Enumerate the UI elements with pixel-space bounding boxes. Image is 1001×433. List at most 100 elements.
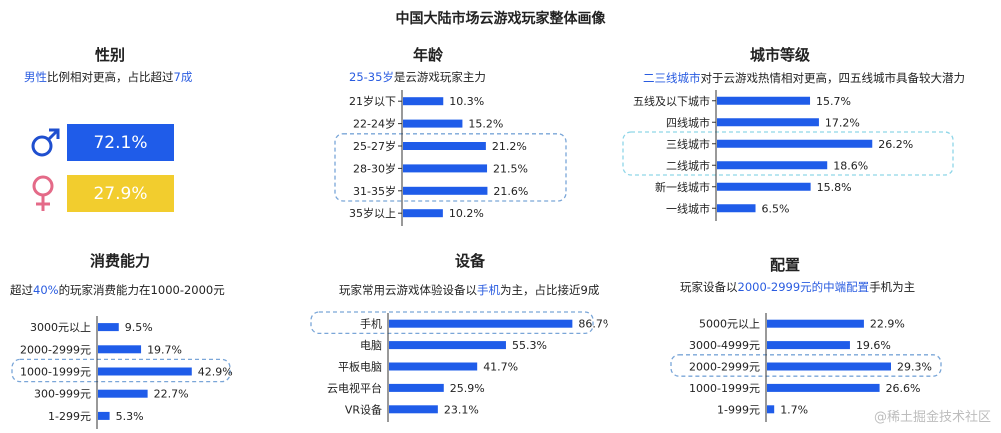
watermark: @稀土掘金技术社区 bbox=[873, 410, 991, 425]
config-title: 配置 bbox=[769, 256, 800, 274]
spending-subtitle: 超过40%的玩家消费能力在1000-2000元 bbox=[10, 283, 225, 297]
highlight-box bbox=[334, 133, 567, 202]
category-label: 一线城市 bbox=[666, 201, 710, 215]
category-label: 2000-2999元 bbox=[20, 343, 91, 356]
bar bbox=[98, 411, 110, 420]
page-title: 中国大陆市场云游戏玩家整体画像 bbox=[395, 11, 606, 27]
female-icon bbox=[32, 175, 54, 211]
bar bbox=[98, 345, 142, 354]
gender-title: 性别 bbox=[94, 46, 125, 64]
category-label: 21岁以下 bbox=[349, 94, 396, 108]
category-label: 四线城市 bbox=[666, 115, 710, 129]
highlight-box bbox=[11, 358, 231, 383]
city-bar-chart: 五线及以下城市 15.7% 四线城市 17.2% 三线城市 26.2% 二线城市 18.6% 新… bbox=[622, 90, 954, 221]
bar bbox=[767, 319, 864, 328]
city-title: 城市等级 bbox=[749, 46, 810, 64]
category-label: VR设备 bbox=[345, 402, 382, 416]
bar bbox=[403, 142, 486, 150]
category-label: 5000元以上 bbox=[699, 318, 760, 331]
bar bbox=[403, 186, 488, 195]
value-label: 15.2% bbox=[468, 118, 503, 131]
female-share-bar: 27.9% bbox=[67, 175, 174, 212]
value-label: 55.3% bbox=[512, 339, 547, 352]
category-label: 电脑 bbox=[360, 339, 382, 352]
highlight-box bbox=[670, 354, 942, 377]
category-label: 二线城市 bbox=[666, 158, 710, 172]
value-label: 25.9% bbox=[450, 382, 485, 395]
bar bbox=[403, 164, 488, 173]
config-bar-chart: 5000元以上 22.9% 3000-4999元 19.6% 2000-2999元 29.… bbox=[670, 313, 942, 422]
value-label: 17.2% bbox=[825, 116, 860, 129]
bar bbox=[717, 96, 811, 105]
device-subtitle: 玩家常用云游戏体验设备以手机为主，占比接近9成 bbox=[339, 283, 600, 297]
bar bbox=[389, 362, 478, 371]
value-label: 22.7% bbox=[154, 388, 189, 401]
category-label: 五线及以下城市 bbox=[633, 94, 710, 108]
category-label: 22-24岁 bbox=[353, 117, 396, 131]
value-label: 26.2% bbox=[878, 138, 913, 151]
male-share-bar: 72.1% bbox=[67, 124, 174, 161]
category-label: 28-30岁 bbox=[353, 161, 396, 175]
category-label: 1000-1999元 bbox=[689, 382, 760, 395]
highlight-box bbox=[310, 311, 594, 335]
category-label: 3000元以上 bbox=[30, 321, 91, 334]
value-label: 23.1% bbox=[444, 403, 479, 416]
value-label: 15.7% bbox=[816, 95, 851, 108]
bar bbox=[389, 319, 573, 328]
bar bbox=[717, 118, 819, 127]
value-label: 5.3% bbox=[116, 410, 144, 423]
city-subtitle: 二三线城市对于云游戏热情相对更高，四五线城市具备较大潜力 bbox=[643, 71, 965, 85]
value-label: 19.7% bbox=[147, 343, 182, 356]
value-label: 15.8% bbox=[817, 181, 852, 194]
category-label: 手机 bbox=[360, 317, 382, 331]
bar bbox=[717, 182, 811, 191]
bar bbox=[403, 209, 443, 218]
bar bbox=[98, 389, 148, 398]
category-label: 300-999元 bbox=[34, 388, 91, 401]
value-label: 10.3% bbox=[449, 95, 484, 108]
category-label: 35岁以上 bbox=[349, 206, 396, 220]
spending-title: 消费能力 bbox=[89, 252, 150, 270]
bar bbox=[389, 341, 506, 350]
bar bbox=[403, 97, 444, 106]
category-label: 新一线城市 bbox=[655, 180, 710, 194]
gender-subtitle: 男性比例相对更高，占比超过7成 bbox=[24, 70, 193, 84]
category-label: 1-299元 bbox=[48, 410, 91, 423]
value-label: 29.3% bbox=[897, 361, 932, 374]
age-subtitle: 25-35岁是云游戏玩家主力 bbox=[349, 70, 486, 84]
value-label: 18.6% bbox=[833, 159, 868, 172]
value-label: 1.7% bbox=[780, 403, 808, 416]
value-label: 21.5% bbox=[493, 162, 528, 175]
bar bbox=[767, 383, 880, 392]
value-label: 26.6% bbox=[886, 382, 921, 395]
category-label: 1000-1999元 bbox=[20, 366, 91, 379]
value-label: 10.2% bbox=[449, 207, 484, 220]
bar bbox=[717, 204, 756, 213]
category-label: 平板电脑 bbox=[338, 360, 382, 374]
category-label: 31-35岁 bbox=[353, 184, 396, 198]
bar bbox=[767, 405, 775, 414]
bar bbox=[717, 161, 828, 170]
value-label: 21.6% bbox=[493, 185, 528, 198]
category-label: 三线城市 bbox=[666, 137, 710, 151]
value-label: 86.7% bbox=[578, 318, 608, 331]
value-label: 41.7% bbox=[483, 361, 518, 374]
bar bbox=[767, 362, 891, 371]
value-label: 9.5% bbox=[125, 321, 153, 334]
bar bbox=[389, 383, 444, 392]
device-bar-chart: 手机 86.7% 电脑 55.3% 平板电脑 41.7% 云电视平台 25.9% VR设备 23.… bbox=[310, 311, 608, 422]
device-title: 设备 bbox=[454, 252, 485, 270]
male-icon bbox=[31, 128, 60, 157]
highlight-box bbox=[622, 131, 954, 176]
value-label: 42.9% bbox=[198, 366, 233, 379]
category-label: 3000-4999元 bbox=[689, 339, 760, 352]
value-label: 22.9% bbox=[870, 318, 905, 331]
bar bbox=[98, 323, 119, 332]
category-label: 1-999元 bbox=[717, 403, 760, 416]
bar bbox=[389, 405, 438, 414]
age-bar-chart: 21岁以下 10.3% 22-24岁 15.2% 25-27岁 21.2% 28-30岁 21… bbox=[334, 90, 567, 226]
value-label: 21.2% bbox=[492, 140, 527, 153]
spending-bar-chart: 3000元以上 9.5% 2000-2999元 19.7% 1000-1999元 42.9… bbox=[11, 316, 233, 429]
value-label: 19.6% bbox=[856, 339, 891, 352]
value-label: 6.5% bbox=[762, 202, 790, 215]
